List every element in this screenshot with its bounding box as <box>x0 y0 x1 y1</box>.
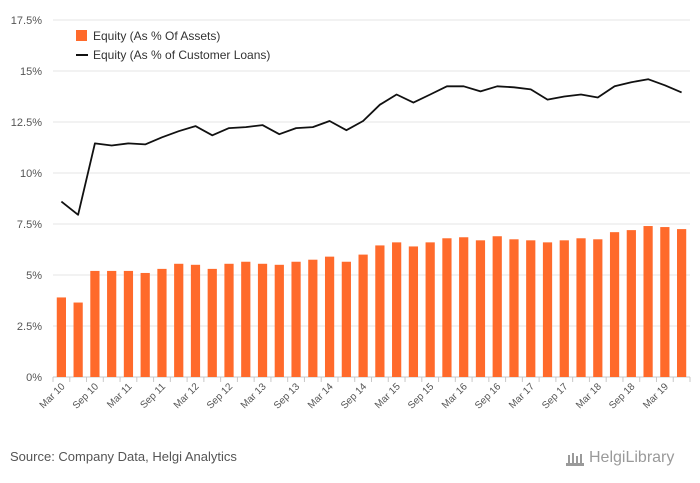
bar <box>157 268 167 377</box>
bar <box>375 245 385 377</box>
logo-text: HelgiLibrary <box>589 449 675 466</box>
bar <box>90 270 100 377</box>
source-note: Source: Company Data, Helgi Analytics <box>10 449 237 464</box>
bar-series <box>56 226 687 377</box>
library-building-icon <box>566 453 584 466</box>
bar <box>341 261 351 377</box>
x-tick-label: Sep 12 <box>205 381 235 411</box>
x-tick-label: Mar 12 <box>172 381 202 411</box>
bar <box>542 242 553 377</box>
x-tick-label: Mar 18 <box>574 381 604 411</box>
bar <box>291 261 301 377</box>
bar <box>241 261 251 377</box>
bar <box>559 240 569 377</box>
bar <box>425 242 435 377</box>
bar <box>324 256 335 377</box>
y-tick-label: 0% <box>26 372 42 384</box>
bar <box>207 268 217 377</box>
y-tick-label: 7.5% <box>17 219 42 231</box>
y-tick-label: 12.5% <box>11 117 42 129</box>
line-series <box>60 78 682 216</box>
bar <box>224 263 234 377</box>
bar <box>358 254 368 377</box>
bar <box>526 240 536 377</box>
bar <box>257 263 268 377</box>
y-tick-label: 2.5% <box>17 321 42 333</box>
x-tick-label: Mar 14 <box>306 381 336 411</box>
x-tick-label: Mar 19 <box>641 381 671 411</box>
x-tick-label: Mar 16 <box>440 381 470 411</box>
x-tick-label: Mar 15 <box>373 381 403 411</box>
legend-swatch-bar <box>76 30 87 41</box>
chart: 0%2.5%5%7.5%10%12.5%15%17.5% Mar 10 Sep 1… <box>11 15 691 412</box>
line-path <box>60 78 682 216</box>
x-tick-label: Sep 11 <box>138 381 168 411</box>
x-tick-label: Sep 18 <box>607 381 637 411</box>
bar <box>123 270 134 377</box>
x-tick-label: Sep 15 <box>406 381 436 411</box>
x-tick-label: Sep 10 <box>71 381 101 411</box>
legend-label-bar: Equity (As % Of Assets) <box>93 29 220 43</box>
bar <box>56 297 66 377</box>
bar <box>643 226 653 377</box>
bar <box>190 264 201 377</box>
bar <box>492 236 502 377</box>
bar <box>459 237 469 377</box>
bar <box>609 232 620 377</box>
bar <box>660 227 670 377</box>
x-tick-label: Mar 17 <box>507 381 537 411</box>
legend: Equity (As % Of Assets) Equity (As % of … <box>76 29 270 62</box>
bar <box>308 259 318 377</box>
bar <box>626 230 636 377</box>
x-tick-label: Mar 10 <box>38 381 68 411</box>
legend-label-line: Equity (As % of Customer Loans) <box>93 48 270 62</box>
bar <box>576 238 586 377</box>
y-tick-label: 10% <box>20 168 42 180</box>
bar <box>107 270 117 377</box>
x-tick-label: Sep 16 <box>473 381 503 411</box>
x-tick-label: Mar 13 <box>239 381 269 411</box>
bar <box>475 240 486 377</box>
x-tick-label: Sep 17 <box>540 381 570 411</box>
bar <box>593 239 603 377</box>
helgi-library-logo[interactable]: HelgiLibrary <box>565 447 674 469</box>
bar <box>442 238 452 377</box>
x-tick-label: Sep 14 <box>339 381 369 411</box>
x-tick-label: Mar 11 <box>105 381 135 411</box>
bar <box>408 246 419 377</box>
bar <box>73 302 83 377</box>
bar <box>274 264 284 377</box>
bar <box>677 229 687 377</box>
x-axis: Mar 10 Sep 10 Mar 11 Sep 11 Mar 12 Sep 12 Mar … <box>38 377 691 412</box>
y-tick-label: 5% <box>26 270 42 282</box>
bar <box>392 242 402 377</box>
y-axis: 0% 2.5% 5% 7.5% 10% 12.5% 15% 17.5% <box>11 15 42 384</box>
y-tick-label: 15% <box>20 66 42 78</box>
bar <box>174 263 184 377</box>
bar <box>140 272 150 377</box>
x-tick-label: Sep 13 <box>272 381 302 411</box>
bar <box>509 239 519 377</box>
y-tick-label: 17.5% <box>11 15 42 27</box>
